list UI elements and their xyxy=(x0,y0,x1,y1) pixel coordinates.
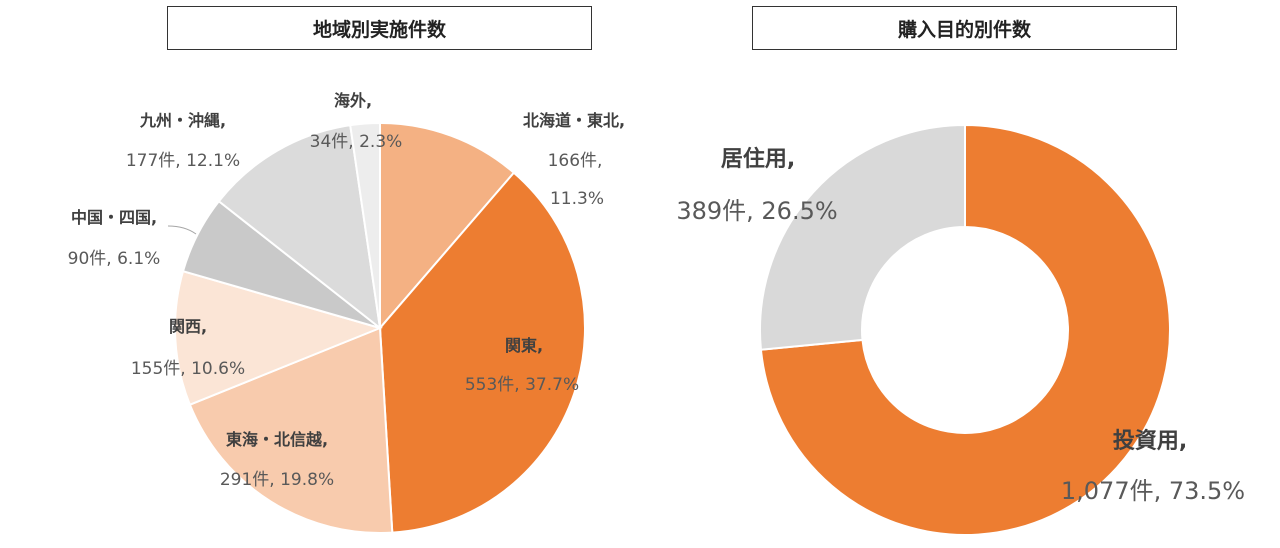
region-slice-0 xyxy=(379,121,516,331)
region-pie xyxy=(174,121,586,534)
label-hokkaido-tohoku-value: 166件, xyxy=(548,151,603,171)
label-tokai-name: 東海・北信越, xyxy=(226,430,328,449)
label-overseas-name: 海外, xyxy=(334,91,372,110)
chart-title-region: 地域別実施件数 xyxy=(167,6,592,50)
label-kanto-name: 関東, xyxy=(505,336,543,355)
region-slice-5 xyxy=(217,124,382,331)
label-kyushu-value: 177件, 12.1% xyxy=(126,151,240,171)
label-kyushu-name: 九州・沖縄, xyxy=(139,111,226,130)
region-slice-3 xyxy=(174,269,384,407)
label-chugoku-name: 中国・四国, xyxy=(71,208,157,227)
label-chugoku-value: 90件, 6.1% xyxy=(68,249,161,269)
label-investment-name: 投資用, xyxy=(1113,428,1187,454)
label-residential-name: 居住用, xyxy=(721,146,795,172)
label-kansai-value: 155件, 10.6% xyxy=(131,359,245,379)
purpose-slice-1 xyxy=(759,123,966,351)
label-kansai-name: 関西, xyxy=(169,317,207,336)
region-slice-6 xyxy=(349,121,381,329)
label-tokai-value: 291件, 19.8% xyxy=(220,470,334,490)
label-overseas-value: 34件, 2.3% xyxy=(310,132,403,152)
purpose-slice-0 xyxy=(759,123,1171,536)
purpose-donut xyxy=(759,123,1171,536)
region-slice-1 xyxy=(378,171,586,534)
region-slice-2 xyxy=(188,326,394,534)
label-investment-value: 1,077件, 73.5% xyxy=(1061,477,1245,505)
label-residential-value: 389件, 26.5% xyxy=(676,197,837,225)
label-hokkaido-tohoku-name: 北海道・東北, xyxy=(523,111,625,130)
leader-line xyxy=(167,225,197,235)
chart-title-purpose: 購入目的別件数 xyxy=(752,6,1177,50)
label-kanto-value: 553件, 37.7% xyxy=(465,375,579,395)
label-hokkaido-tohoku-percent: 11.3% xyxy=(550,189,604,209)
